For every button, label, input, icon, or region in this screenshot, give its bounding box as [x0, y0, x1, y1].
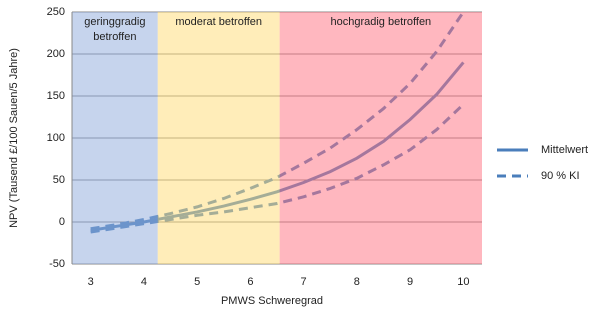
x-tick-label: 3	[88, 276, 94, 288]
region	[157, 12, 280, 264]
y-tick-label: 0	[59, 216, 65, 228]
x-axis-title: PMWS Schweregrad	[221, 295, 323, 307]
y-axis-title: NPV (Tausend £/100 Sauen/5 Jahre)	[8, 48, 20, 228]
x-tick-label: 6	[247, 276, 253, 288]
region	[72, 12, 158, 264]
x-tick-label: 8	[354, 276, 360, 288]
legend-label: Mittelwert	[541, 144, 588, 156]
y-tick-label: 150	[47, 90, 65, 102]
x-tick-label: 4	[141, 276, 147, 288]
x-tick-label: 5	[194, 276, 200, 288]
region-label: geringgradig	[84, 16, 145, 28]
region-label: hochgradig betroffen	[330, 16, 431, 28]
legend-label: 90 % KI	[541, 170, 580, 182]
region-label: moderat betroffen	[175, 16, 262, 28]
y-tick-label: 100	[47, 132, 65, 144]
x-tick-label: 7	[301, 276, 307, 288]
region-label: betroffen	[93, 31, 136, 43]
y-tick-label: 200	[47, 48, 65, 60]
region	[279, 12, 482, 264]
y-tick-label: -50	[49, 258, 65, 270]
y-tick-label: 250	[47, 6, 65, 18]
x-tick-label: 10	[457, 276, 469, 288]
x-tick-label: 9	[407, 276, 413, 288]
y-tick-label: 50	[53, 174, 65, 186]
